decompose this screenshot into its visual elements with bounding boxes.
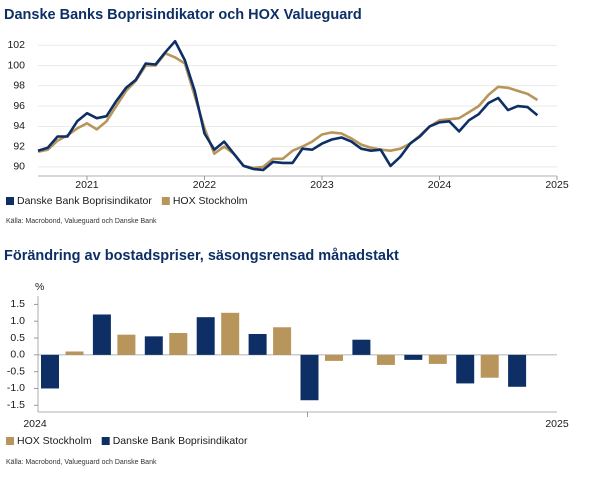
bar bbox=[248, 333, 267, 355]
chart-title: Förändring av bostadspriser, säsongsrens… bbox=[4, 248, 399, 264]
bar bbox=[300, 354, 319, 401]
y-unit: % bbox=[35, 281, 44, 293]
y-tick-label: 100 bbox=[7, 59, 25, 71]
bar bbox=[325, 354, 343, 361]
bar bbox=[144, 336, 163, 355]
source: Källa: Macrobond, Valueguard och Danske … bbox=[6, 459, 157, 466]
y-tick-label: 0.5 bbox=[10, 332, 25, 344]
legend-label: Danske Bank Boprisindikator bbox=[17, 195, 152, 207]
bar bbox=[273, 327, 292, 355]
legend-label: HOX Stockholm bbox=[17, 435, 92, 447]
bar bbox=[404, 354, 423, 360]
x-tick-label: 2023 bbox=[310, 179, 334, 191]
legend-swatch bbox=[161, 197, 170, 205]
x-tick-label: 2025 bbox=[545, 179, 569, 191]
y-tick-label: 1.0 bbox=[10, 315, 25, 327]
y-tick-label: 98 bbox=[13, 80, 25, 92]
chart-title: Danske Banks Boprisindikator och HOX Val… bbox=[4, 7, 362, 23]
x-tick-label: 2024 bbox=[428, 179, 452, 191]
y-tick-label: 94 bbox=[13, 120, 25, 132]
bar bbox=[41, 354, 59, 389]
bar bbox=[221, 312, 240, 355]
y-tick-label: 102 bbox=[7, 39, 25, 51]
y-tick-label: -1.0 bbox=[7, 382, 25, 394]
bar bbox=[169, 332, 188, 355]
y-tick-label: -0.5 bbox=[7, 365, 25, 377]
x-tick-label: 2022 bbox=[193, 179, 217, 191]
y-tick-label: 92 bbox=[13, 140, 25, 152]
legend-label: HOX Stockholm bbox=[173, 195, 248, 207]
bar bbox=[65, 351, 84, 355]
y-tick-label: 1.5 bbox=[10, 298, 25, 310]
bar bbox=[352, 339, 371, 355]
line-series bbox=[37, 39, 539, 172]
source: Källa: Macrobond, Valueguard och Danske … bbox=[6, 218, 157, 225]
bar bbox=[376, 354, 395, 365]
legend-label: Danske Bank Boprisindikator bbox=[113, 435, 248, 447]
y-tick-label: 90 bbox=[13, 161, 25, 173]
legend-swatch bbox=[6, 437, 14, 445]
y-tick-label: -1.5 bbox=[7, 399, 25, 411]
bar bbox=[428, 354, 447, 364]
bar bbox=[196, 317, 215, 355]
x-tick-label: 2021 bbox=[75, 179, 99, 191]
line-series bbox=[37, 52, 539, 170]
legend-swatch bbox=[101, 437, 110, 445]
y-tick-label: 96 bbox=[13, 100, 25, 112]
bar bbox=[480, 354, 499, 378]
bar bbox=[456, 354, 475, 384]
bar bbox=[508, 354, 527, 387]
x-tick-label: 2025 bbox=[545, 418, 569, 430]
bar bbox=[117, 334, 136, 355]
y-tick-label: 0.0 bbox=[10, 349, 25, 361]
x-tick-label: 2024 bbox=[23, 418, 47, 430]
bar bbox=[92, 314, 111, 355]
legend-swatch bbox=[6, 197, 14, 205]
